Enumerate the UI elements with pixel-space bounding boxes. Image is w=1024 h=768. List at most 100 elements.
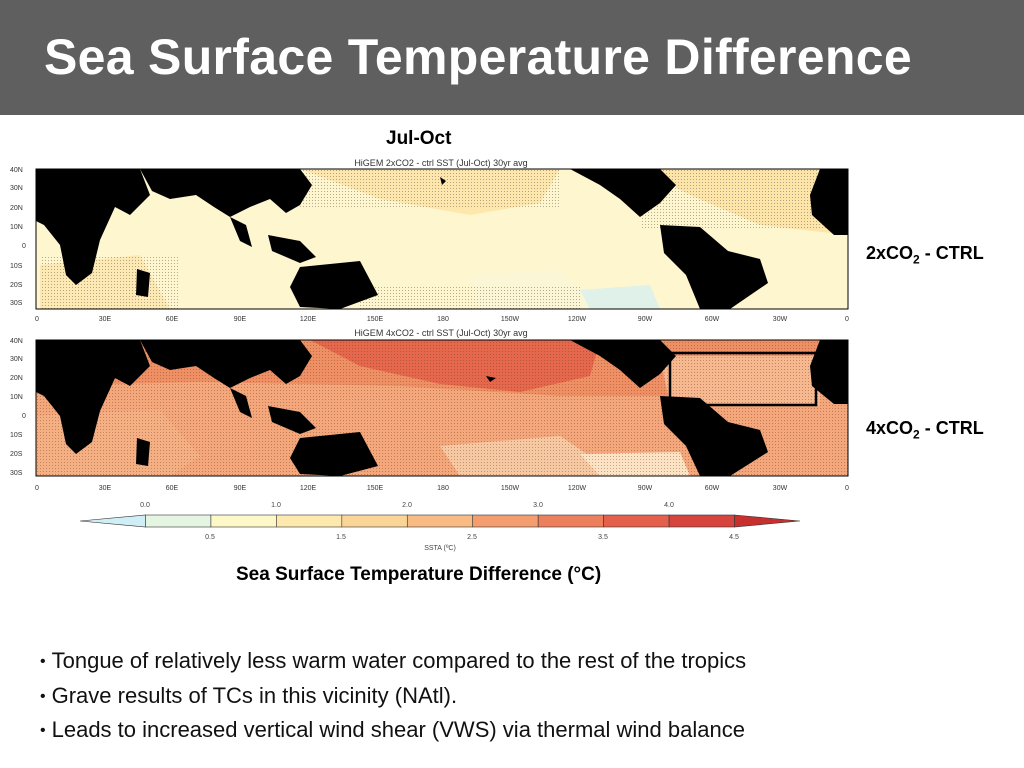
lat-tick: 20S: [10, 282, 23, 289]
lon-tick: 60E: [166, 485, 179, 492]
panel-label-4xco2: 4xCO2 - CTRL: [866, 418, 984, 442]
map-4xco2: HiGEM 4xCO2 - ctrl SST (Jul-Oct) 30yr av…: [10, 328, 849, 492]
panel-label-2xco2: 2xCO2 - CTRL: [866, 243, 984, 267]
colorbar-label: 4.5: [729, 534, 739, 541]
panel-label-rest: - CTRL: [919, 243, 984, 263]
natl-box: [668, 351, 818, 407]
lon-tick: 150W: [501, 316, 520, 323]
lon-tick: 30W: [773, 485, 788, 492]
lon-ticks: 0 30E 60E 90E 120E 150E 180 150W 120W 90…: [35, 485, 849, 492]
lat-tick: 10N: [10, 224, 23, 231]
lon-tick: 30W: [773, 316, 788, 323]
lat-tick: 30S: [10, 470, 23, 477]
lat-tick: 0: [22, 243, 26, 250]
colorbar-label: 1.5: [336, 534, 346, 541]
lon-tick: 0: [845, 316, 849, 323]
colorbar-swatches: [79, 514, 801, 528]
lon-tick: 60E: [166, 316, 179, 323]
map-2xco2: HiGEM 2xCO2 - ctrl SST (Jul-Oct) 30yr av…: [10, 158, 849, 323]
lon-tick: 60W: [705, 485, 720, 492]
colorbar-label: 2.0: [402, 502, 412, 509]
colorbar-swatch: [341, 514, 408, 528]
bullet-list: • Tongue of relatively less warm water co…: [40, 644, 746, 748]
title-bar: Sea Surface Temperature Difference: [0, 0, 1024, 115]
colorbar-top-labels: 0.0 1.0 2.0 3.0 4.0: [140, 502, 674, 509]
slide-title: Sea Surface Temperature Difference: [44, 29, 912, 85]
colorbar-title: SSTA (ºC): [424, 545, 456, 552]
lat-tick: 30N: [10, 185, 23, 192]
bullet-item: • Tongue of relatively less warm water co…: [40, 644, 746, 679]
colorbar-label: 1.0: [271, 502, 281, 509]
plot-title: HiGEM 2xCO2 - ctrl SST (Jul-Oct) 30yr av…: [354, 158, 527, 168]
panel-label-sub: 2: [913, 427, 920, 442]
colorbar-swatch: [603, 514, 670, 528]
lat-tick: 10S: [10, 263, 23, 270]
map-body: [35, 168, 849, 310]
panel-label-sub: 2: [913, 252, 920, 267]
panel-label-main: 2xCO: [866, 243, 914, 263]
lon-tick: 180: [437, 316, 449, 323]
bullet-item: • Leads to increased vertical wind shear …: [40, 713, 746, 748]
map-panel-2xco2: HiGEM 2xCO2 - ctrl SST (Jul-Oct) 30yr av…: [0, 155, 860, 325]
bullet-dot-icon: •: [40, 653, 46, 670]
lon-tick: 120E: [300, 316, 317, 323]
lon-ticks: 0 30E 60E 90E 120E 150E 180 150W 120W 90…: [35, 316, 849, 323]
lat-tick: 40N: [10, 338, 23, 345]
lon-tick: 0: [845, 485, 849, 492]
figure-caption: Sea Surface Temperature Difference (°C): [236, 564, 602, 585]
lon-tick: 60W: [705, 316, 720, 323]
lon-tick: 30E: [99, 485, 112, 492]
colorbar-label: 3.5: [598, 534, 608, 541]
lon-tick: 180: [437, 485, 449, 492]
lat-tick: 20S: [10, 451, 23, 458]
colorbar-swatch: [537, 514, 604, 528]
colorbar-swatch: [145, 514, 212, 528]
lat-ticks: 40N 30N 20N 10N 0 10S 20S 30S: [10, 167, 26, 307]
lat-ticks: 40N 30N 20N 10N 0 10S 20S 30S: [10, 338, 26, 477]
lat-tick: 40N: [10, 167, 23, 174]
lon-tick: 30E: [99, 316, 112, 323]
colorbar-swatch: [406, 514, 474, 528]
lon-tick: 0: [35, 485, 39, 492]
colorbar-label: 3.0: [533, 502, 543, 509]
bullet-dot-icon: •: [40, 722, 46, 739]
colorbar-label: 2.5: [467, 534, 477, 541]
colorbar-swatch: [734, 514, 801, 528]
lon-tick: 150E: [367, 316, 384, 323]
lon-tick: 150E: [367, 485, 384, 492]
plot-title: HiGEM 4xCO2 - ctrl SST (Jul-Oct) 30yr av…: [354, 328, 527, 338]
bullet-item: • Grave results of TCs in this vicinity (…: [40, 679, 746, 714]
panel-label-main: 4xCO: [866, 418, 914, 438]
colorbar-swatch: [276, 514, 343, 528]
colorbar-label: 4.0: [664, 502, 674, 509]
colorbar-svg: 0.0 1.0 2.0 3.0 4.0 0.5 1.5 2.5 3.5 4.5 …: [79, 502, 801, 552]
lat-tick: 10N: [10, 394, 23, 401]
bullet-text: Tongue of relatively less warm water com…: [51, 648, 747, 673]
lon-tick: 90W: [638, 316, 653, 323]
colorbar-bottom-labels: 0.5 1.5 2.5 3.5 4.5: [205, 534, 739, 541]
bullet-text: Leads to increased vertical wind shear (…: [51, 717, 745, 742]
lat-tick: 30N: [10, 356, 23, 363]
lat-tick: 30S: [10, 300, 23, 307]
lon-tick: 90E: [234, 485, 247, 492]
lon-tick: 150W: [501, 485, 520, 492]
colorbar-swatch: [79, 514, 146, 528]
lon-tick: 0: [35, 316, 39, 323]
colorbar: 0.0 1.0 2.0 3.0 4.0 0.5 1.5 2.5 3.5 4.5 …: [70, 498, 810, 563]
colorbar-label: 0.5: [205, 534, 215, 541]
lon-tick: 120E: [300, 485, 317, 492]
lon-tick: 120W: [568, 316, 587, 323]
lat-tick: 20N: [10, 205, 23, 212]
lat-tick: 20N: [10, 375, 23, 382]
colorbar-label: 0.0: [140, 502, 150, 509]
bullet-text: Grave results of TCs in this vicinity (N…: [51, 682, 458, 708]
colorbar-swatch: [210, 514, 277, 528]
lat-tick: 0: [22, 413, 26, 420]
lon-tick: 90W: [638, 485, 653, 492]
lat-tick: 10S: [10, 432, 23, 439]
panel-label-rest: - CTRL: [919, 418, 984, 438]
season-label: Jul-Oct: [386, 128, 452, 149]
lon-tick: 90E: [234, 316, 247, 323]
lon-tick: 120W: [568, 485, 587, 492]
colorbar-swatch: [668, 514, 735, 528]
